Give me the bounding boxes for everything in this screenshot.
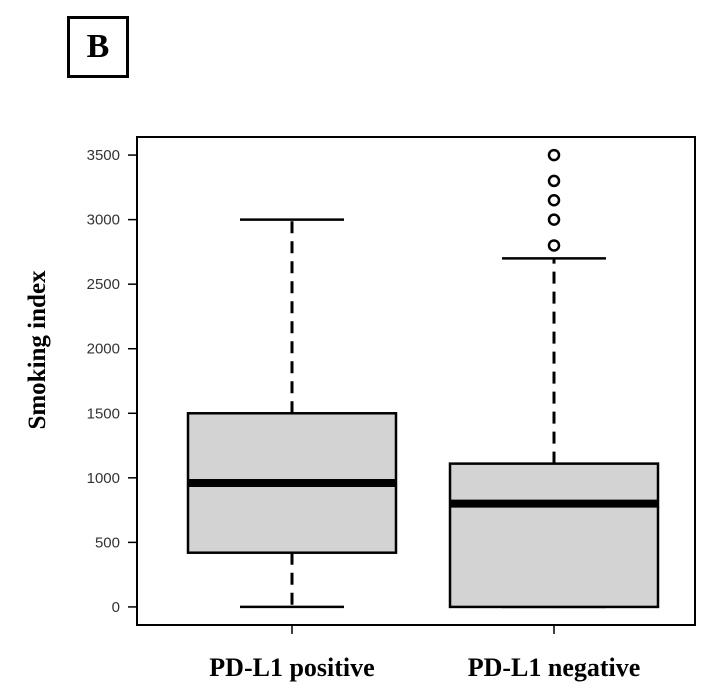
category-label: PD-L1 negative [468,653,641,682]
box-group [186,218,398,609]
iqr-box [448,462,660,609]
boxes [186,148,660,609]
plot-frame [136,136,696,626]
y-tick-label: 1000 [87,470,120,487]
outlier-point [547,174,561,188]
outlier-point [547,194,561,207]
y-tick-label: 2000 [87,341,120,358]
box-group [448,148,660,609]
y-tick-label: 0 [112,599,120,616]
y-tick-label: 3500 [87,147,120,164]
outlier-point [547,148,561,162]
y-axis: 0 500 1000 1500 2000 2500 3000 3500 [87,147,137,616]
outlier-point [547,213,561,226]
y-tick-label: 1500 [87,405,120,422]
category-label: PD-L1 positive [209,653,374,682]
y-tick-label: 500 [95,534,120,551]
y-tick-label: 3000 [87,212,120,229]
panel-label: B [67,16,129,78]
y-axis-label: Smoking index [24,270,51,430]
outlier-point [547,239,561,252]
x-axis: PD-L1 positive PD-L1 negative [209,625,640,682]
y-tick-label: 2500 [87,276,120,293]
